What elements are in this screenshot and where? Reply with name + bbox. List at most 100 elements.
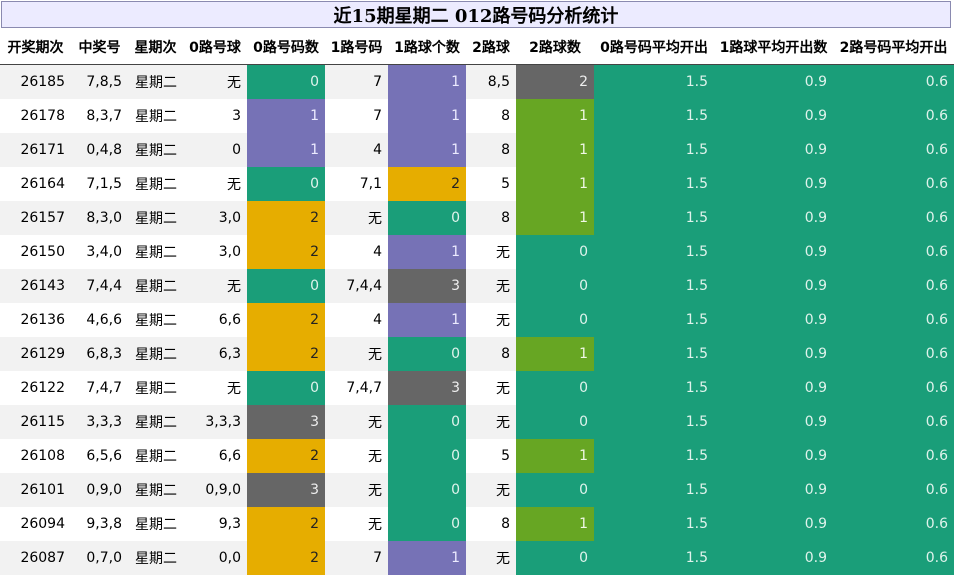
cell-route0-avg: 1.5	[594, 166, 714, 201]
table-row: 26094 9,3,8 星期二 9,3 2 无 0 8 1 1.5 0.9 0.6	[0, 506, 954, 541]
cell-weekday: 星期二	[128, 98, 183, 133]
cell-numbers: 8,3,0	[71, 200, 128, 235]
cell-route0-balls: 0,0	[183, 540, 247, 575]
cell-period: 26157	[0, 200, 71, 235]
cell-route2-avg: 0.6	[833, 98, 954, 133]
table-row: 26171 0,4,8 星期二 0 1 4 1 8 1 1.5 0.9 0.6	[0, 132, 954, 167]
cell-period: 26108	[0, 438, 71, 473]
cell-route1-avg: 0.9	[714, 166, 833, 201]
cell-route0-count: 2	[247, 438, 325, 473]
cell-weekday: 星期二	[128, 404, 183, 439]
cell-weekday: 星期二	[128, 506, 183, 541]
cell-route2-balls: 无	[466, 302, 516, 337]
cell-route2-balls: 8	[466, 506, 516, 541]
cell-route0-balls: 3,0	[183, 234, 247, 269]
cell-route1-count: 1	[388, 302, 466, 337]
cell-route1-count: 1	[388, 540, 466, 575]
cell-period: 26122	[0, 370, 71, 405]
cell-route2-avg: 0.6	[833, 404, 954, 439]
cell-route0-count: 0	[247, 268, 325, 303]
cell-weekday: 星期二	[128, 370, 183, 405]
cell-route1-avg: 0.9	[714, 404, 833, 439]
cell-weekday: 星期二	[128, 438, 183, 473]
cell-route1-count: 0	[388, 438, 466, 473]
cell-route2-count: 1	[516, 438, 594, 473]
cell-period: 26101	[0, 472, 71, 507]
cell-route2-avg: 0.6	[833, 370, 954, 405]
cell-route2-avg: 0.6	[833, 132, 954, 167]
cell-numbers: 7,1,5	[71, 166, 128, 201]
cell-period: 26164	[0, 166, 71, 201]
cell-route0-avg: 1.5	[594, 404, 714, 439]
cell-route0-count: 2	[247, 540, 325, 575]
header-period: 开奖期次	[0, 30, 71, 65]
header-route1-avg: 1路球平均开出数	[714, 30, 833, 65]
cell-route2-count: 1	[516, 200, 594, 235]
cell-route2-balls: 8,5	[466, 64, 516, 99]
cell-numbers: 9,3,8	[71, 506, 128, 541]
cell-route1-balls: 无	[325, 336, 388, 371]
cell-route0-avg: 1.5	[594, 132, 714, 167]
header-route0-balls: 0路号球	[183, 30, 247, 65]
cell-period: 26171	[0, 132, 71, 167]
cell-route2-avg: 0.6	[833, 336, 954, 371]
cell-weekday: 星期二	[128, 234, 183, 269]
cell-period: 26136	[0, 302, 71, 337]
cell-route2-avg: 0.6	[833, 234, 954, 269]
cell-route0-avg: 1.5	[594, 336, 714, 371]
cell-route0-count: 1	[247, 98, 325, 133]
cell-route0-balls: 6,6	[183, 438, 247, 473]
cell-route2-count: 1	[516, 132, 594, 167]
cell-route2-balls: 5	[466, 438, 516, 473]
cell-route1-balls: 7	[325, 98, 388, 133]
cell-route1-avg: 0.9	[714, 234, 833, 269]
cell-numbers: 7,4,4	[71, 268, 128, 303]
table-row: 26108 6,5,6 星期二 6,6 2 无 0 5 1 1.5 0.9 0.6	[0, 438, 954, 473]
cell-numbers: 6,5,6	[71, 438, 128, 473]
cell-numbers: 6,8,3	[71, 336, 128, 371]
cell-route0-count: 2	[247, 200, 325, 235]
cell-route0-balls: 无	[183, 268, 247, 303]
cell-route1-avg: 0.9	[714, 336, 833, 371]
cell-period: 26129	[0, 336, 71, 371]
stats-table: 开奖期次 中奖号 星期次 0路号球 0路号码数 1路号码 1路球个数 2路球 2…	[0, 30, 954, 575]
cell-route0-count: 3	[247, 404, 325, 439]
header-numbers: 中奖号	[71, 30, 128, 65]
cell-route0-count: 2	[247, 234, 325, 269]
cell-route1-balls: 无	[325, 200, 388, 235]
cell-route2-count: 0	[516, 370, 594, 405]
cell-route0-avg: 1.5	[594, 234, 714, 269]
cell-route1-balls: 无	[325, 472, 388, 507]
table-row: 26115 3,3,3 星期二 3,3,3 3 无 0 无 0 1.5 0.9 0.6	[0, 404, 954, 439]
cell-numbers: 3,3,3	[71, 404, 128, 439]
cell-numbers: 0,7,0	[71, 540, 128, 575]
cell-route2-avg: 0.6	[833, 302, 954, 337]
cell-route1-balls: 7	[325, 64, 388, 99]
table-row: 26122 7,4,7 星期二无 0 7,4,7 3 无 0 1.5 0.9 0.6	[0, 370, 954, 405]
cell-route2-avg: 0.6	[833, 438, 954, 473]
cell-route1-count: 3	[388, 370, 466, 405]
cell-route0-balls: 6,6	[183, 302, 247, 337]
header-route0-count: 0路号码数	[247, 30, 325, 65]
cell-route1-count: 0	[388, 404, 466, 439]
cell-route0-avg: 1.5	[594, 268, 714, 303]
cell-route0-balls: 3,0	[183, 200, 247, 235]
table-row: 26087 0,7,0 星期二 0,0 2 7 1 无 0 1.5 0.9 0.6	[0, 540, 954, 575]
cell-numbers: 8,3,7	[71, 98, 128, 133]
cell-route0-balls: 无	[183, 64, 247, 99]
cell-route1-avg: 0.9	[714, 540, 833, 575]
cell-route2-balls: 无	[466, 370, 516, 405]
cell-route1-count: 1	[388, 98, 466, 133]
header-route2-balls: 2路球	[466, 30, 516, 65]
cell-weekday: 星期二	[128, 166, 183, 201]
cell-route0-avg: 1.5	[594, 302, 714, 337]
cell-route2-avg: 0.6	[833, 540, 954, 575]
cell-route1-balls: 无	[325, 404, 388, 439]
cell-route2-avg: 0.6	[833, 200, 954, 235]
cell-route0-balls: 0	[183, 132, 247, 167]
cell-weekday: 星期二	[128, 200, 183, 235]
table-row: 26129 6,8,3 星期二 6,3 2 无 0 8 1 1.5 0.9 0.6	[0, 336, 954, 371]
cell-route0-count: 3	[247, 472, 325, 507]
cell-period: 26150	[0, 234, 71, 269]
